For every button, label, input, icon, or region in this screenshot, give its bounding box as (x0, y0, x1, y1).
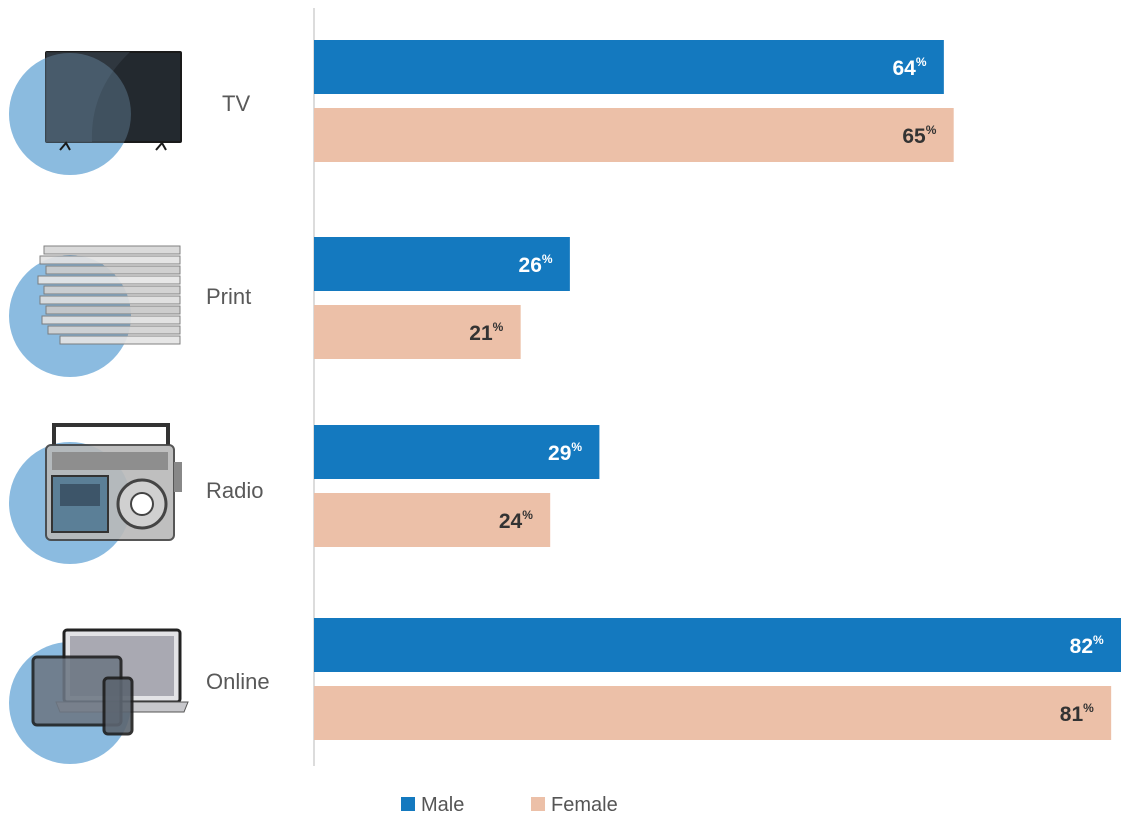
bar-tv-male (314, 40, 944, 94)
bar-print-male (314, 237, 570, 291)
value-suffix-online-male: % (1093, 633, 1104, 647)
value-label-online-male: 82 (1070, 635, 1093, 658)
value-label-print-female: 21 (469, 322, 493, 345)
value-label-radio-male: 29 (548, 442, 571, 465)
value-label-print-male: 26 (519, 254, 542, 277)
value-suffix-radio-male: % (571, 440, 582, 454)
legend-label-female: Female (551, 794, 618, 816)
bar-radio-female (314, 493, 551, 547)
value-label-tv-female: 65 (902, 125, 926, 148)
devices-icon (9, 628, 189, 764)
category-label-radio: Radio (206, 478, 263, 503)
legend-swatch-female (531, 797, 545, 811)
value-suffix-tv-female: % (926, 123, 937, 137)
category-label-online: Online (206, 669, 270, 694)
bar-tv-female (314, 108, 954, 162)
legend: Male Female (401, 794, 618, 816)
legend-label-male: Male (421, 794, 464, 816)
bar-radio-male (314, 425, 600, 479)
legend-swatch-male (401, 797, 415, 811)
value-label-radio-female: 24 (499, 510, 523, 533)
bar-print-female (314, 305, 521, 359)
value-label-online-female: 81 (1060, 703, 1084, 726)
value-suffix-online-female: % (1083, 701, 1094, 715)
radio-icon (9, 423, 182, 564)
bar-online-female (314, 686, 1112, 740)
value-suffix-print-female: % (493, 320, 504, 334)
value-label-tv-male: 64 (892, 57, 916, 80)
bar-online-male (314, 618, 1121, 672)
bars-group: 64 %65 %26 %21 %29 %24 %82 %81% (314, 40, 1121, 740)
value-suffix-print-male: % (542, 252, 553, 266)
value-suffix-tv-male: % (916, 55, 927, 69)
category-label-print: Print (206, 284, 251, 309)
value-suffix-radio-female: % (522, 508, 533, 522)
category-label-tv: TV (222, 91, 250, 116)
newspaper-icon (9, 245, 181, 377)
tv-icon (9, 51, 182, 175)
